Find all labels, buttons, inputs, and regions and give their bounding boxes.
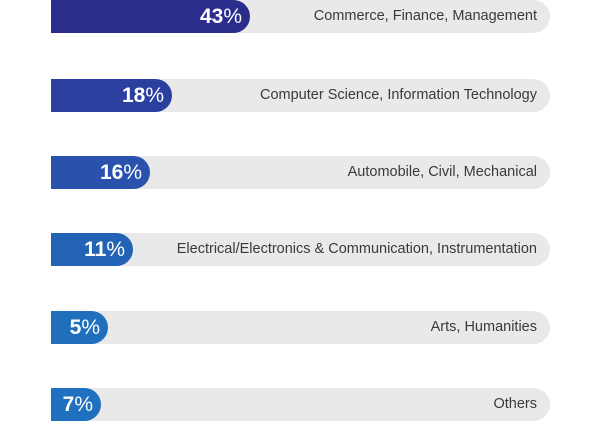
bar-track bbox=[51, 311, 550, 344]
data-label: 16% bbox=[100, 161, 142, 185]
category-label: Others bbox=[493, 396, 537, 412]
data-label-suffix: % bbox=[223, 4, 242, 28]
bar: 43% bbox=[51, 0, 250, 33]
bar: 11% bbox=[51, 233, 133, 266]
category-label: Commerce, Finance, Management bbox=[313, 8, 537, 24]
data-label-suffix: % bbox=[74, 392, 93, 416]
bar-row: 18% Computer Science, Information Technol… bbox=[51, 79, 550, 112]
bar-row: 7% Others bbox=[51, 388, 550, 421]
bar-row: 43% Commerce, Finance, Management bbox=[51, 0, 550, 33]
bar: 7% bbox=[51, 388, 101, 421]
bar: 5% bbox=[51, 311, 108, 344]
category-label: Electrical/Electronics & Communication, … bbox=[176, 241, 537, 257]
bar-row: 11% Electrical/Electronics & Communicatio… bbox=[51, 233, 550, 266]
data-label: 43% bbox=[200, 5, 242, 29]
category-label: Automobile, Civil, Mechanical bbox=[347, 164, 537, 180]
bar-row: 5% Arts, Humanities bbox=[51, 311, 550, 344]
data-label-value: 18 bbox=[121, 83, 146, 107]
data-label-value: 11 bbox=[84, 237, 107, 261]
data-label-value: 43 bbox=[199, 4, 224, 28]
data-label-value: 7 bbox=[62, 392, 75, 416]
data-label-suffix: % bbox=[145, 83, 164, 107]
bar: 16% bbox=[51, 156, 150, 189]
data-label-suffix: % bbox=[123, 160, 142, 184]
bar-row: 16% Automobile, Civil, Mechanical bbox=[51, 156, 550, 189]
data-label-value: 5 bbox=[69, 315, 82, 339]
bar-track bbox=[51, 388, 550, 421]
data-label: 5% bbox=[70, 316, 100, 340]
data-label: 7% bbox=[63, 393, 93, 417]
bar-track bbox=[51, 233, 550, 266]
data-label-value: 16 bbox=[99, 160, 124, 184]
data-label: 18% bbox=[122, 84, 164, 108]
category-label: Computer Science, Information Technology bbox=[260, 87, 537, 103]
category-label: Arts, Humanities bbox=[430, 319, 537, 335]
data-label-suffix: % bbox=[81, 315, 100, 339]
data-label: 11% bbox=[84, 238, 125, 262]
bar: 18% bbox=[51, 79, 172, 112]
data-label-suffix: % bbox=[106, 237, 125, 261]
